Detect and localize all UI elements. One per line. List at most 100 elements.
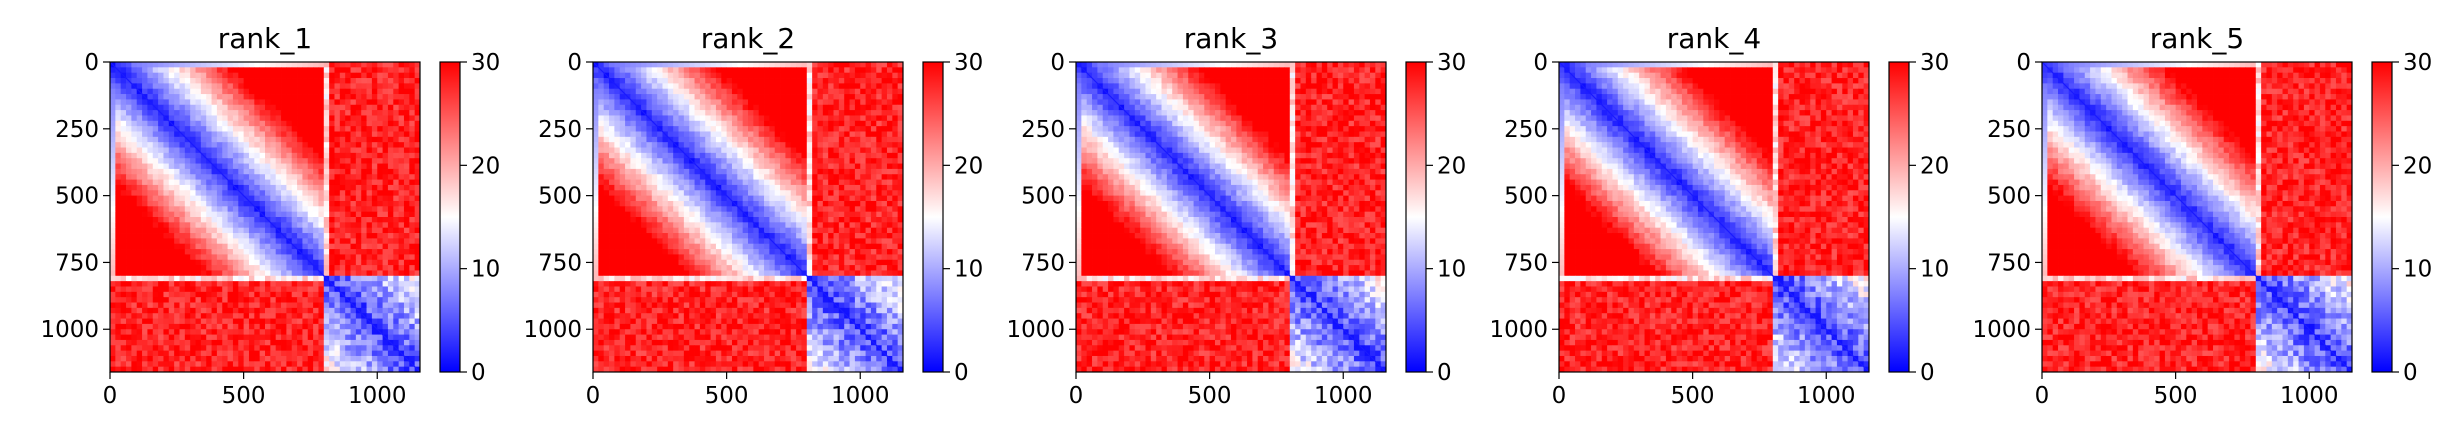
heatmap-cell [769,115,776,122]
heatmap-cell [350,297,357,303]
heatmap-cell [200,238,207,245]
heatmap-cell [286,206,293,213]
heatmap-cell [248,184,255,191]
heatmap-cell [801,104,808,111]
heatmap-cell [227,211,234,218]
heatmap-cell [625,78,631,84]
heatmap-cell [801,88,808,95]
heatmap-cell [110,168,116,175]
heatmap-cell [854,67,861,74]
heatmap-cell [265,259,271,266]
heatmap-cell [323,163,330,170]
heatmap-cell [270,318,277,325]
heatmap-cell [833,152,840,159]
heatmap-cell [323,62,330,68]
heatmap-cell [152,206,159,213]
heatmap-cell [190,323,196,330]
heatmap-cell [865,131,872,138]
heatmap-cell [705,184,711,191]
heatmap-cell [603,83,610,90]
heatmap-cell [689,136,695,143]
heatmap-cell [168,174,175,180]
heatmap-cell [710,88,717,95]
heatmap-cell [377,179,383,186]
heatmap-cell [275,184,282,191]
heatmap-cell [158,339,164,346]
heatmap-cell [603,78,610,84]
heatmap-cell [780,99,786,106]
heatmap-cell [806,99,813,106]
heatmap-cell [785,174,792,180]
heatmap-cell [758,168,765,175]
heatmap-cell [657,195,663,202]
heatmap-cell [366,297,373,303]
heatmap-cell [152,318,159,325]
heatmap-cell [361,142,367,148]
heatmap-cell [184,286,191,293]
heatmap-cell [630,163,637,170]
heatmap-cell [307,334,314,341]
heatmap-cell [131,222,138,229]
heatmap-cell [382,62,389,68]
heatmap-cell [609,168,615,175]
heatmap-cell [184,184,191,191]
heatmap-cell [822,120,829,127]
heatmap-cell [115,83,122,90]
heatmap-cell [414,104,421,111]
heatmap-cell [259,307,266,314]
heatmap-cell [115,286,122,293]
heatmap-cell [184,94,191,100]
heatmap-cell [742,67,749,74]
heatmap-cell [371,243,378,250]
heatmap-cell [232,168,239,175]
heatmap-cell [838,62,845,68]
heatmap-cell [748,131,754,138]
heatmap-cell [329,222,335,229]
heatmap-cell [812,179,818,186]
heatmap-cell [297,275,303,282]
heatmap-cell [667,168,674,175]
heatmap-cell [195,110,202,116]
heatmap-cell [409,259,416,266]
heatmap-cell [710,168,717,175]
heatmap-cell [721,195,728,202]
heatmap-cell [211,329,218,335]
heatmap-cell [200,323,207,330]
heatmap-cell [174,211,180,218]
heatmap-cell [206,200,212,207]
heatmap-cell [886,142,893,148]
heatmap-cell [265,302,271,309]
heatmap-cell [742,142,749,148]
heatmap-cell [796,88,802,95]
heatmap-cell [833,142,840,148]
heatmap-cell [382,302,389,309]
heatmap-cell [598,200,605,207]
heatmap-cell [259,131,266,138]
heatmap-cell [184,313,191,319]
heatmap-cell [297,302,303,309]
heatmap-cell [211,307,218,314]
heatmap-cell [651,83,658,90]
heatmap-cell [265,270,271,277]
heatmap-cell [174,265,180,271]
heatmap-cell [339,190,346,197]
heatmap-cell [361,243,367,250]
heatmap-cell [302,249,309,255]
heatmap-cell [721,142,728,148]
heatmap-cell [844,152,850,159]
heatmap-cell [270,136,277,143]
heatmap-cell [361,217,367,223]
heatmap-cell [318,168,325,175]
heatmap-cell [705,104,711,111]
heatmap-cell [414,211,421,218]
heatmap-cell [243,313,250,319]
heatmap-cell [694,110,701,116]
heatmap-cell [651,67,658,74]
heatmap-cell [334,184,341,191]
heatmap-cell [715,120,722,127]
heatmap-cell [355,361,362,368]
heatmap-cell [409,355,416,362]
heatmap-cell [227,131,234,138]
heatmap-cell [184,110,191,116]
heatmap-cell [297,78,303,84]
